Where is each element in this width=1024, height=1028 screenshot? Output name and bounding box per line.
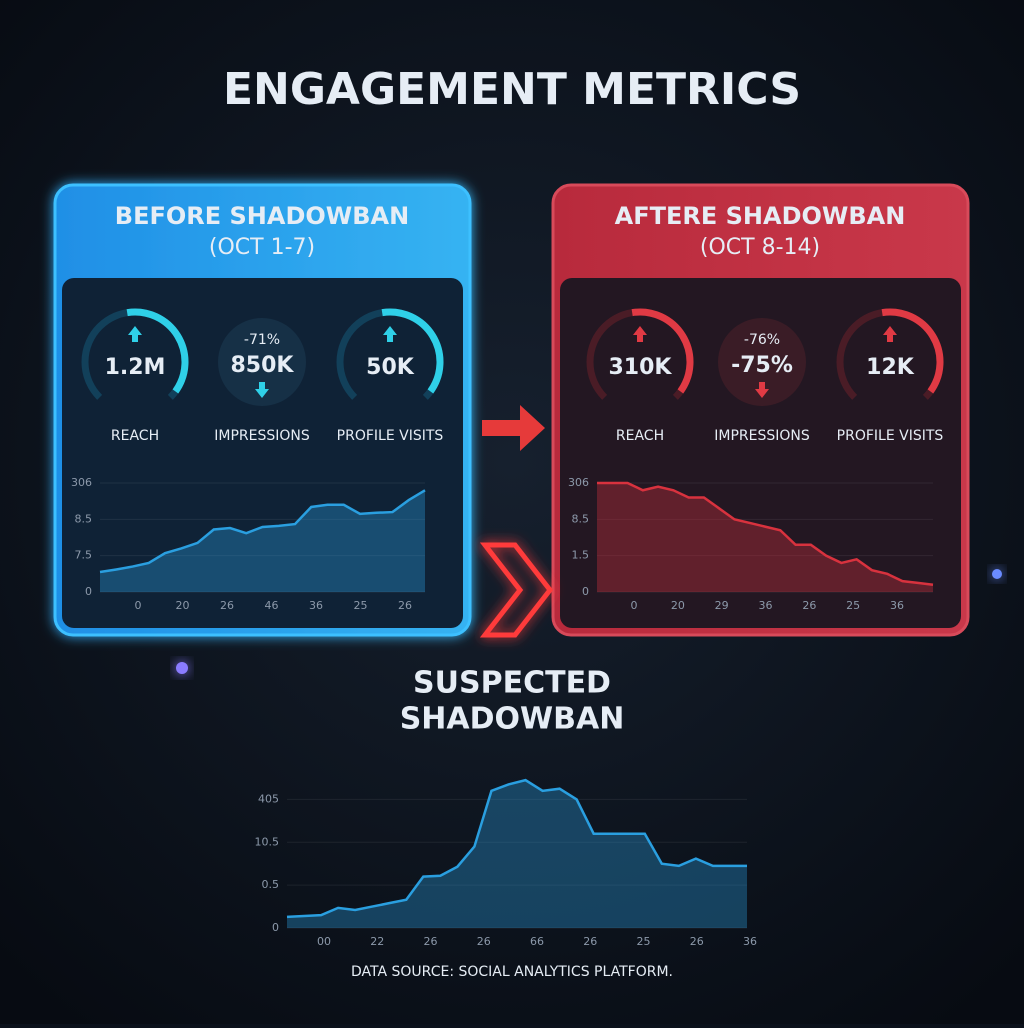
- x-tick-label: 25: [846, 599, 860, 612]
- x-tick-label: 0: [135, 599, 142, 612]
- x-tick-label: 66: [530, 935, 544, 948]
- metric-value: 310K: [609, 355, 673, 380]
- up-arrow: [383, 326, 397, 342]
- y-tick-label: 8.5: [572, 512, 590, 525]
- gauge-arc: [126, 308, 189, 394]
- y-tick-label: 405: [258, 792, 279, 805]
- area-line: [597, 481, 934, 586]
- x-tick-label: 26: [220, 599, 234, 612]
- x-tick-label: 36: [890, 599, 904, 612]
- metric-label: PROFILE VISITS: [837, 428, 944, 444]
- metric-value: 50K: [366, 355, 415, 380]
- metric-label: REACH: [111, 428, 159, 444]
- panel-dates: (OCT 1-7): [209, 235, 315, 260]
- x-tick-label: 26: [398, 599, 412, 612]
- panel-heading: BEFORE SHADOWBAN: [115, 202, 409, 230]
- metric-value: -75%: [731, 353, 793, 378]
- x-tick-label: 20: [671, 599, 685, 612]
- x-tick-label: 26: [477, 935, 491, 948]
- metric-circle: [218, 318, 306, 406]
- x-tick-label: 29: [715, 599, 729, 612]
- metric-change: -71%: [244, 332, 280, 348]
- area-line: [286, 778, 747, 919]
- x-tick-label: 26: [690, 935, 704, 948]
- x-tick-label: 25: [637, 935, 651, 948]
- chevron: [479, 542, 554, 638]
- x-tick-label: 36: [743, 935, 757, 948]
- panel-heading: AFTERE SHADOWBAN: [615, 202, 906, 230]
- area-fill: [100, 490, 425, 592]
- y-tick-label: 8.5: [75, 512, 93, 525]
- area-fill: [287, 780, 747, 928]
- metric-change: -76%: [744, 332, 780, 348]
- metric-label: REACH: [616, 428, 664, 444]
- callout: SHADOWBAN: [400, 702, 625, 737]
- gauge-arc: [381, 308, 444, 394]
- glow-dot: [176, 662, 188, 674]
- x-tick-label: 25: [354, 599, 368, 612]
- down-arrow: [755, 382, 769, 398]
- y-tick-label: 306: [71, 476, 92, 489]
- y-tick-label: 7.5: [75, 549, 93, 562]
- x-tick-label: 22: [370, 935, 384, 948]
- y-tick-label: 0.5: [262, 878, 280, 891]
- gauge-arc: [631, 308, 694, 394]
- x-tick-label: 0: [631, 599, 638, 612]
- title: ENGAGEMENT METRICS: [223, 64, 801, 115]
- y-tick-label: 1.5: [572, 549, 590, 562]
- metric-label: IMPRESSIONS: [714, 428, 810, 444]
- y-tick-label: 306: [568, 476, 589, 489]
- metric-label: PROFILE VISITS: [337, 428, 444, 444]
- source: DATA SOURCE: SOCIAL ANALYTICS PLATFORM.: [351, 964, 673, 980]
- gauge-arc: [881, 308, 944, 394]
- area-line: [99, 489, 426, 574]
- up-arrow: [883, 326, 897, 342]
- x-tick-label: 26: [424, 935, 438, 948]
- metric-circle: [718, 318, 806, 406]
- y-tick-label: 0: [582, 585, 589, 598]
- x-tick-label: 26: [802, 599, 816, 612]
- area-fill: [597, 483, 933, 592]
- arrow: [482, 405, 545, 451]
- callout: SUSPECTED: [413, 666, 611, 701]
- x-tick-label: 26: [583, 935, 597, 948]
- metric-value: 1.2M: [105, 355, 166, 380]
- panel-body: [62, 278, 463, 628]
- y-tick-label: 10.5: [255, 835, 280, 848]
- y-tick-label: 0: [272, 921, 279, 934]
- down-arrow: [255, 382, 269, 398]
- x-tick-label: 36: [759, 599, 773, 612]
- x-tick-label: 20: [176, 599, 190, 612]
- y-tick-label: 0: [85, 585, 92, 598]
- panel-dates: (OCT 8-14): [700, 235, 820, 260]
- metric-value: 12K: [866, 355, 915, 380]
- x-tick-label: 46: [265, 599, 279, 612]
- metric-label: IMPRESSIONS: [214, 428, 310, 444]
- glow-dot: [992, 569, 1002, 579]
- x-tick-label: 00: [317, 935, 331, 948]
- panel-body: [560, 278, 961, 628]
- up-arrow: [128, 326, 142, 342]
- metric-value: 850K: [231, 353, 295, 378]
- up-arrow: [633, 326, 647, 342]
- x-tick-label: 36: [309, 599, 323, 612]
